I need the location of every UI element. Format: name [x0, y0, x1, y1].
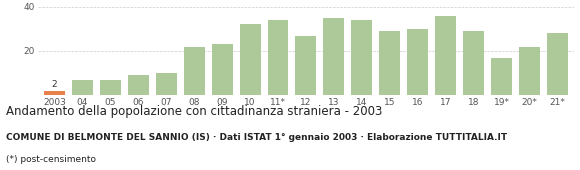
Bar: [72, 80, 93, 95]
Bar: [100, 80, 121, 95]
Bar: [240, 24, 260, 95]
Bar: [212, 44, 233, 95]
Text: COMUNE DI BELMONTE DEL SANNIO (IS) · Dati ISTAT 1° gennaio 2003 · Elaborazione T: COMUNE DI BELMONTE DEL SANNIO (IS) · Dat…: [6, 133, 507, 142]
Bar: [128, 75, 149, 95]
Bar: [267, 20, 288, 95]
Text: Andamento della popolazione con cittadinanza straniera - 2003: Andamento della popolazione con cittadin…: [6, 105, 382, 118]
Bar: [547, 33, 568, 95]
Bar: [44, 91, 65, 95]
Bar: [519, 47, 540, 95]
Bar: [184, 47, 205, 95]
Bar: [435, 16, 456, 95]
Bar: [491, 58, 512, 95]
Bar: [407, 29, 428, 95]
Bar: [324, 18, 345, 95]
Text: 2: 2: [52, 80, 57, 89]
Bar: [295, 36, 317, 95]
Text: (*) post-censimento: (*) post-censimento: [6, 155, 96, 164]
Bar: [351, 20, 372, 95]
Bar: [463, 31, 484, 95]
Bar: [379, 31, 400, 95]
Bar: [156, 73, 177, 95]
